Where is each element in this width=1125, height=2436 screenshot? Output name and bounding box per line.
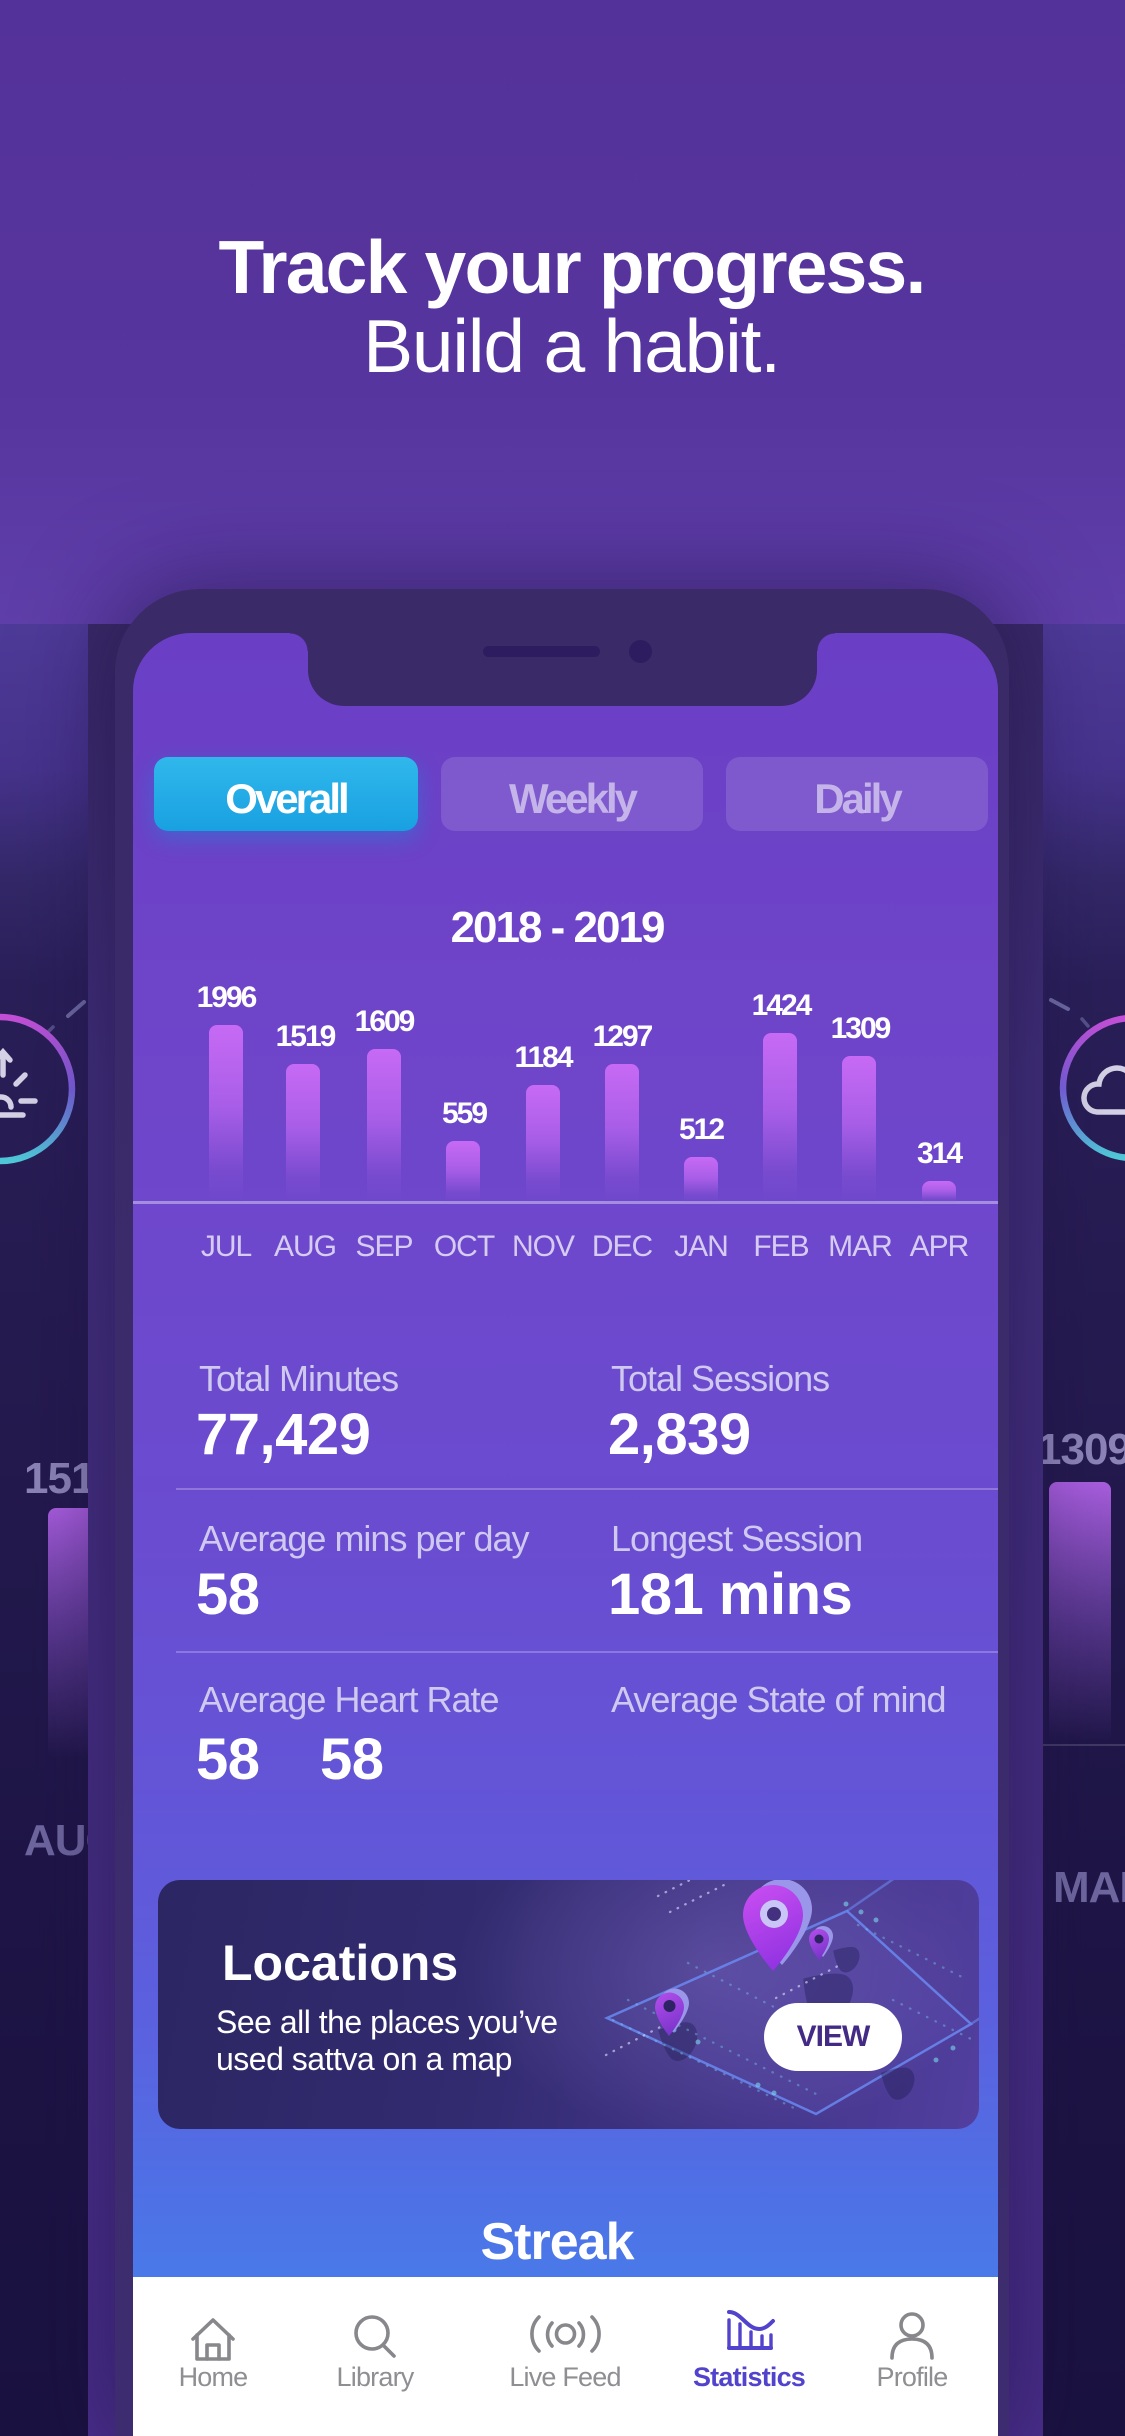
svg-text:AUG: AUG xyxy=(24,1816,88,1865)
svg-text:1309: 1309 xyxy=(1041,1425,1125,1474)
svg-text:1519: 1519 xyxy=(24,1454,88,1503)
svg-text:MAR: MAR xyxy=(1053,1863,1125,1912)
